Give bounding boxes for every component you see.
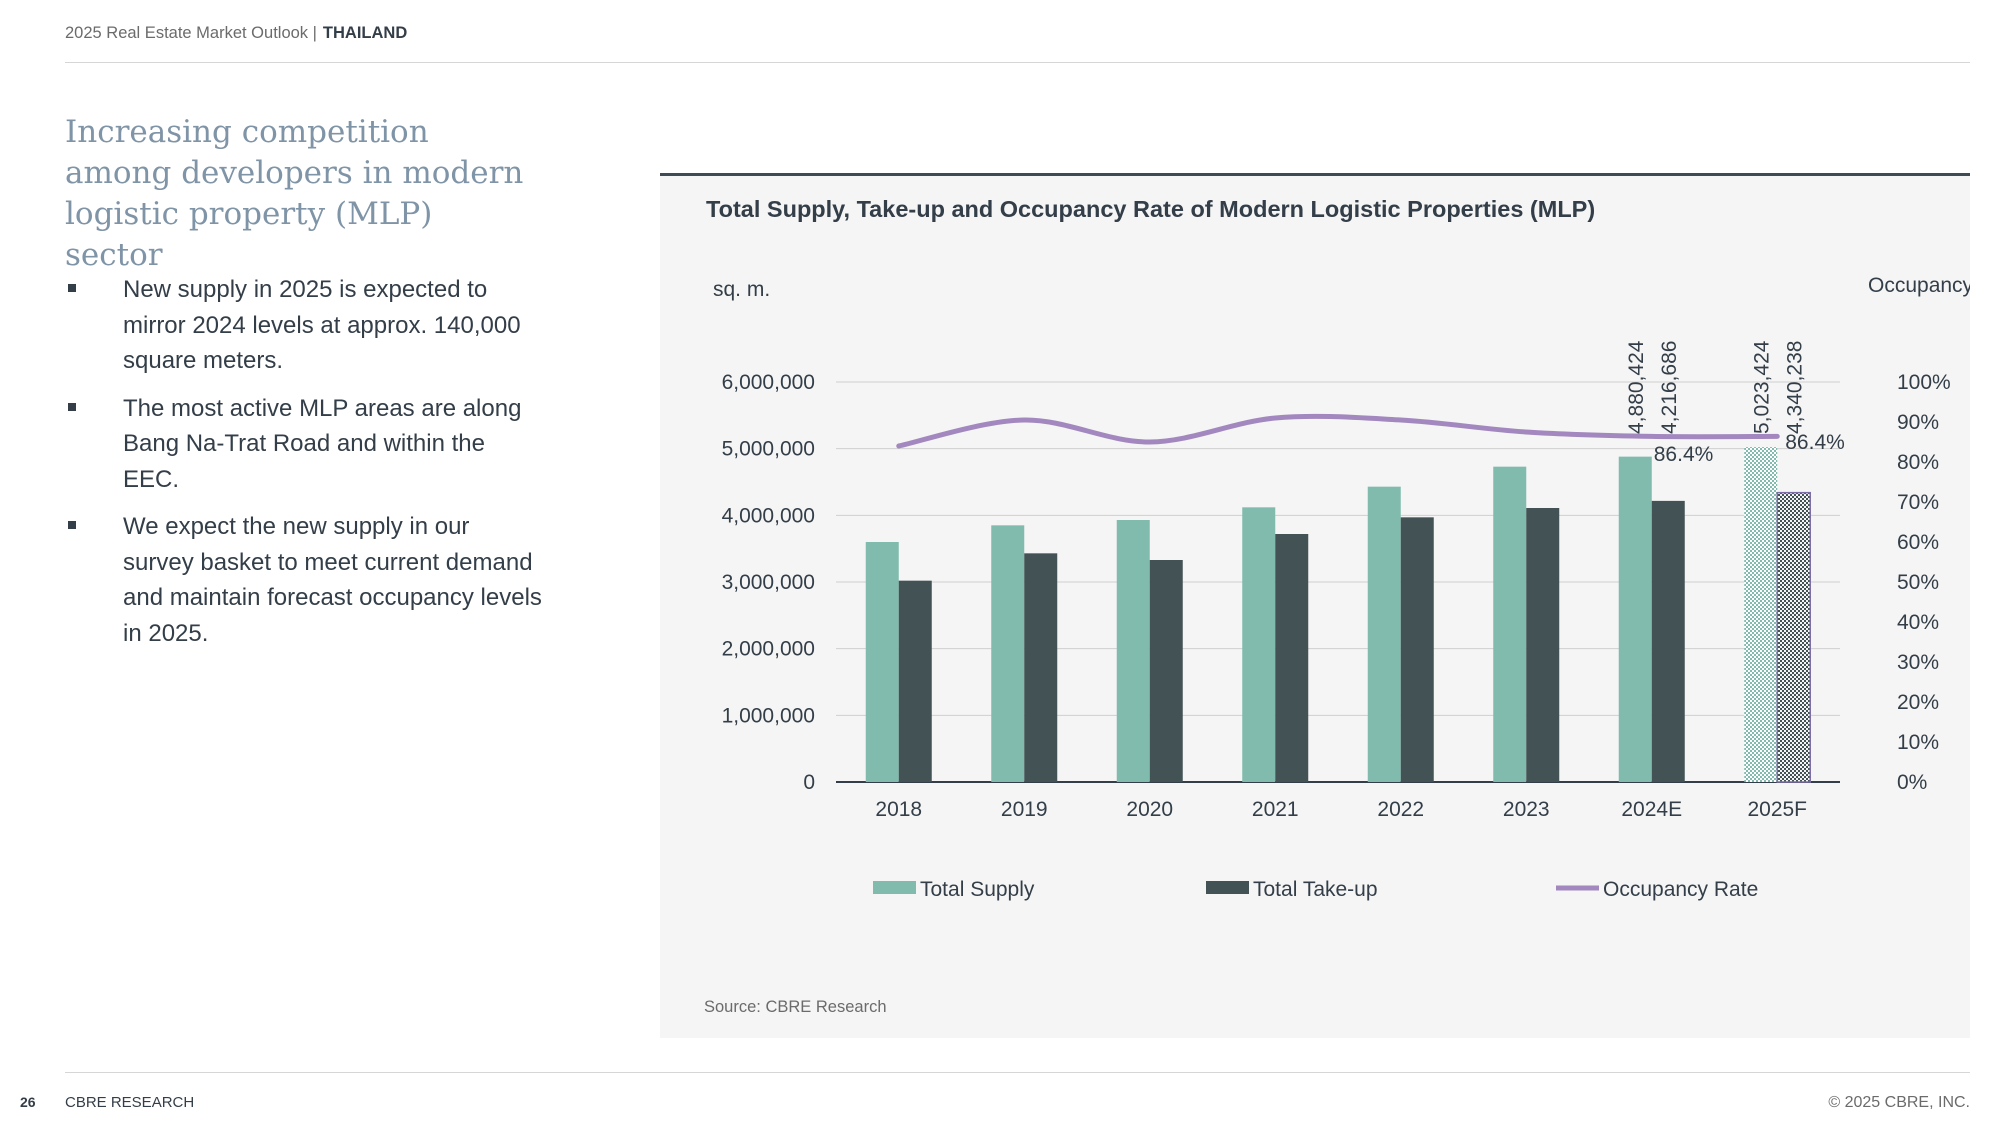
data-label-takeup-2024e: 4,216,686	[1658, 341, 1681, 434]
chart-svg: sq. m. Occupancy Rate 0 1,000,000 2,000,000 3…	[713, 274, 1970, 901]
x-tick-label: 2019	[1001, 798, 1048, 821]
y2-tick-label: 30%	[1897, 651, 1939, 674]
y2-tick-label: 50%	[1897, 571, 1939, 594]
y2-axis-label: Occupancy Rate	[1868, 274, 1970, 297]
y2-tick-label: 10%	[1897, 731, 1939, 754]
bullet-item: The most active MLP areas are along Bang…	[65, 391, 545, 498]
y-tick-label: 2,000,000	[722, 638, 815, 661]
y2-tick-label: 40%	[1897, 611, 1939, 634]
data-label-occupancy-2025f: 86.4%	[1785, 431, 1845, 454]
legend-label-takeup: Total Take-up	[1253, 878, 1378, 901]
bullet-item: New supply in 2025 is expected to mirror…	[65, 272, 545, 379]
legend-swatch-supply	[873, 881, 916, 894]
y2-tick-label: 90%	[1897, 411, 1939, 434]
y-tick-label: 0	[803, 771, 815, 794]
y2-tick-label: 60%	[1897, 531, 1939, 554]
report-title: 2025 Real Estate Market Outlook |	[65, 24, 317, 42]
occupancy-rate-line	[896, 413, 1780, 449]
x-tick-label: 2025F	[1747, 798, 1807, 821]
y2-tick-label: 100%	[1897, 371, 1951, 394]
x-tick-label: 2024E	[1621, 798, 1682, 821]
bar-total-supply	[1618, 456, 1652, 782]
bullet-square-icon	[68, 521, 76, 529]
y-tick-label: 3,000,000	[722, 571, 815, 594]
chart-panel: Total Supply, Take-up and Occupancy Rate…	[660, 173, 1970, 1038]
bar-total-takeup	[1024, 553, 1058, 782]
data-label-occupancy-2024e: 86.4%	[1654, 443, 1714, 466]
report-header: 2025 Real Estate Market Outlook | THAILAN…	[65, 24, 407, 43]
chart-title: Total Supply, Take-up and Occupancy Rate…	[706, 196, 1596, 222]
bar-total-takeup	[1400, 517, 1434, 782]
legend-label-occupancy: Occupancy Rate	[1603, 878, 1758, 901]
bar-total-takeup	[1651, 500, 1685, 782]
x-tick-label: 2022	[1377, 798, 1424, 821]
bar-total-supply	[1367, 486, 1401, 782]
y2-tick-label: 0%	[1897, 771, 1927, 794]
bullet-square-icon	[68, 284, 76, 292]
page-title: Increasing competition among developers …	[65, 114, 524, 273]
page-number: 26	[20, 1094, 36, 1110]
x-tick-label: 2023	[1503, 798, 1550, 821]
bar-total-supply	[1242, 507, 1276, 782]
bar-total-supply	[1744, 447, 1778, 782]
bar-total-takeup	[1526, 508, 1560, 782]
y2-tick-label: 80%	[1897, 451, 1939, 474]
x-tick-label: 2021	[1252, 798, 1299, 821]
bullet-item: We expect the new supply in our survey b…	[65, 509, 545, 651]
y-tick-label: 5,000,000	[722, 438, 815, 461]
bar-total-takeup	[1149, 560, 1183, 782]
bar-total-supply	[1116, 520, 1150, 782]
bullet-square-icon	[68, 402, 76, 411]
data-label-supply-2024e: 4,880,424	[1625, 340, 1648, 434]
bar-total-takeup	[1776, 491, 1811, 783]
footer-copyright: © 2025 CBRE, INC.	[1828, 1094, 1970, 1111]
legend-swatch-takeup	[1206, 881, 1249, 894]
bar-total-takeup	[1275, 534, 1309, 782]
report-country: THAILAND	[322, 24, 408, 42]
bullet-list: New supply in 2025 is expected to mirror…	[65, 272, 545, 663]
footer-brand: CBRE RESEARCH	[65, 1094, 195, 1111]
bar-total-supply	[865, 542, 899, 782]
y-tick-label: 6,000,000	[722, 371, 815, 394]
x-tick-label: 2018	[875, 798, 922, 821]
footer-divider	[65, 1072, 1970, 1073]
data-label-supply-2025f: 5,023,424	[1750, 340, 1773, 434]
y-axis-label: sq. m.	[713, 278, 770, 301]
x-tick-label: 2020	[1126, 798, 1173, 821]
y-tick-label: 4,000,000	[722, 504, 815, 527]
chart-source: Source: CBRE Research	[704, 998, 887, 1016]
bar-total-supply	[1493, 466, 1527, 782]
bar-total-takeup	[898, 580, 932, 782]
data-label-takeup-2025f: 4,340,238	[1783, 341, 1806, 434]
bar-total-supply	[991, 525, 1025, 782]
y2-tick-label: 20%	[1897, 691, 1939, 714]
y2-tick-label: 70%	[1897, 491, 1939, 514]
legend-label-supply: Total Supply	[920, 878, 1035, 901]
y-tick-label: 1,000,000	[722, 704, 815, 727]
header-divider	[65, 62, 1970, 63]
